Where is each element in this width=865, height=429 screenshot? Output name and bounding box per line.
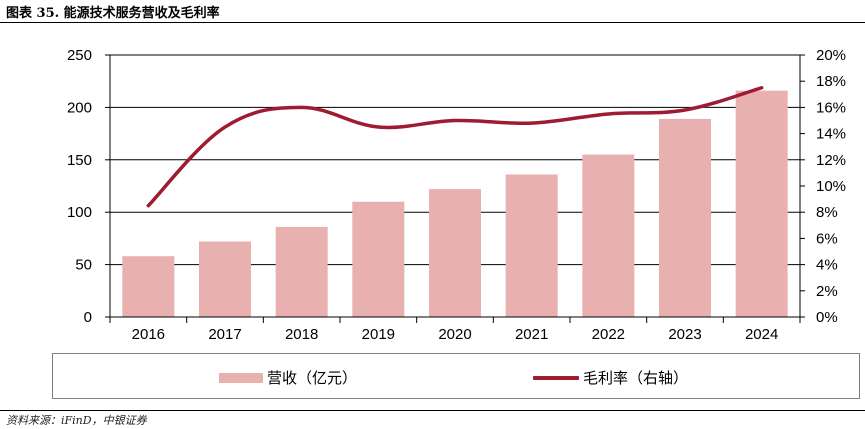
x-tick-label: 2023 — [668, 326, 701, 343]
x-tick-label: 2018 — [285, 326, 318, 343]
title-divider — [0, 22, 865, 23]
x-tick-label: 2022 — [592, 326, 625, 343]
legend-item-margin: 毛利率（右轴） — [533, 367, 688, 388]
right-tick-label: 12% — [816, 152, 846, 169]
bar-2016 — [122, 256, 175, 317]
legend-label-revenue: 营收（亿元） — [267, 369, 358, 387]
x-tick-label: 2020 — [438, 326, 471, 343]
left-tick-label: 150 — [67, 152, 92, 169]
legend-item-revenue: 营收（亿元） — [219, 367, 357, 388]
x-tick-label: 2024 — [745, 326, 778, 343]
bar-2023 — [659, 118, 711, 317]
bar-2020 — [429, 189, 481, 317]
bar-2024 — [735, 90, 788, 317]
right-tick-label: 6% — [816, 230, 838, 247]
figure-title: 图表 35. 能源技术服务营收及毛利率 — [6, 6, 220, 21]
left-tick-label: 100 — [67, 204, 92, 221]
left-tick-label: 250 — [67, 47, 92, 64]
right-tick-label: 2% — [816, 283, 838, 300]
right-tick-label: 10% — [816, 178, 846, 195]
x-tick-label: 2021 — [515, 326, 548, 343]
right-tick-label: 8% — [816, 204, 838, 221]
tick-labels: 0 50 100 150 200 250 0% 2% 4% 6% 8% 10% 12% 14% 16% 18%… — [67, 47, 846, 343]
bar-2017 — [199, 241, 251, 317]
margin-line — [146, 86, 764, 208]
legend: 营收（亿元） 毛利率（右轴） — [52, 353, 860, 399]
right-tick-label: 18% — [816, 73, 846, 90]
left-tick-label: 0 — [84, 309, 92, 326]
bar-2021 — [505, 174, 558, 317]
left-tick-label: 200 — [67, 99, 92, 116]
chart-canvas: 0 50 100 150 200 250 0% 2% 4% 6% 8% 10% 12% 14% 16% 18%… — [67, 47, 846, 343]
bar-2022 — [582, 154, 635, 317]
bar-2018 — [275, 226, 328, 317]
revenue-bars — [122, 90, 788, 317]
left-tick-label: 50 — [75, 257, 92, 274]
x-tick-label: 2019 — [362, 326, 395, 343]
x-tick-label: 2016 — [132, 326, 165, 343]
footer-divider — [0, 410, 865, 411]
axes — [105, 54, 805, 323]
legend-swatch-line-icon — [533, 375, 579, 380]
margin-line-series — [146, 86, 764, 208]
legend-label-margin: 毛利率（右轴） — [583, 369, 689, 387]
right-tick-label: 0% — [816, 309, 838, 326]
x-tick-label: 2017 — [208, 326, 241, 343]
right-tick-label: 20% — [816, 47, 846, 64]
right-tick-label: 4% — [816, 257, 838, 274]
bar-2019 — [352, 201, 405, 317]
legend-swatch-bar-icon — [219, 372, 263, 383]
right-tick-label: 14% — [816, 126, 846, 143]
right-tick-label: 16% — [816, 99, 846, 116]
source-note: 资料来源：iFinD，中银证券 — [6, 414, 147, 427]
